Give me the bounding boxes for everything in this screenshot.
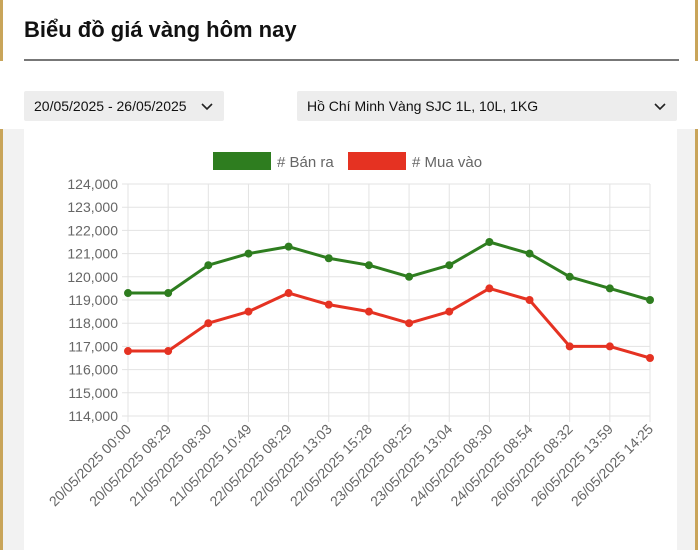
legend-swatch-buy (348, 152, 406, 170)
header: Biểu đồ giá vàng hôm nay (3, 0, 695, 61)
y-tick-label: 119,000 (68, 292, 118, 308)
y-tick-label: 124,000 (67, 176, 118, 192)
y-tick-label: 120,000 (67, 269, 118, 285)
date-range-select[interactable]: 20/05/2025 - 26/05/2025 (24, 91, 224, 121)
data-point-sell (485, 238, 494, 246)
legend-label-sell: # Bán ra (277, 154, 334, 171)
y-tick-label: 116,000 (68, 362, 118, 378)
title-divider (24, 59, 679, 61)
filter-bar: 20/05/2025 - 26/05/2025 Hồ Chí Minh Vàng… (0, 61, 698, 129)
chart-card: 124,000 123,000 122,000 121,000 120,000 119,0… (24, 129, 677, 550)
data-point-sell (124, 289, 132, 298)
chevron-down-icon (654, 103, 666, 111)
data-point-sell (605, 284, 614, 293)
data-point-buy (164, 347, 173, 356)
y-tick-label: 122,000 (67, 222, 118, 238)
legend-label-buy: # Mua vào (412, 154, 482, 171)
data-point-buy (244, 307, 253, 316)
series-line-sell (128, 240, 651, 302)
data-point-buy (605, 342, 614, 351)
data-point-buy (405, 319, 414, 328)
data-point-sell (284, 242, 293, 251)
data-point-sell (405, 272, 414, 281)
data-point-sell (204, 261, 213, 270)
location-select[interactable]: Hồ Chí Minh Vàng SJC 1L, 10L, 1KG (297, 91, 677, 121)
data-point-buy (525, 296, 534, 304)
data-point-sell (164, 289, 173, 298)
y-tick-label: 123,000 (67, 199, 118, 215)
data-point-buy (646, 354, 654, 362)
legend-swatch-sell (213, 152, 271, 170)
data-point-buy (324, 300, 333, 309)
data-point-sell (445, 261, 454, 270)
data-point-buy (445, 307, 454, 316)
chevron-down-icon (201, 103, 213, 111)
data-point-sell (244, 249, 253, 258)
y-tick-label: 114,000 (68, 408, 118, 424)
left-gold-border (0, 0, 3, 550)
location-value: Hồ Chí Minh Vàng SJC 1L, 10L, 1KG (307, 98, 539, 114)
data-point-buy (204, 319, 213, 328)
data-point-buy (485, 284, 494, 293)
date-range-value: 20/05/2025 - 26/05/2025 (34, 98, 187, 114)
data-point-sell (324, 254, 333, 263)
data-point-sell (525, 249, 534, 258)
data-point-buy (364, 307, 373, 316)
right-gold-border (695, 0, 698, 550)
data-point-sell (565, 272, 574, 281)
data-point-sell (646, 296, 654, 304)
page-title: Biểu đồ giá vàng hôm nay (24, 17, 297, 42)
data-point-buy (565, 342, 574, 351)
data-point-buy (284, 289, 293, 298)
data-point-buy (124, 347, 132, 356)
price-line-chart: 124,000 123,000 122,000 121,000 120,000 119,0… (46, 152, 656, 509)
y-tick-label: 115,000 (68, 385, 118, 401)
series-line-buy (128, 286, 651, 360)
y-tick-label: 118,000 (68, 315, 118, 331)
y-tick-label: 121,000 (67, 246, 118, 262)
y-tick-label: 117,000 (68, 338, 118, 354)
data-point-sell (364, 261, 373, 270)
